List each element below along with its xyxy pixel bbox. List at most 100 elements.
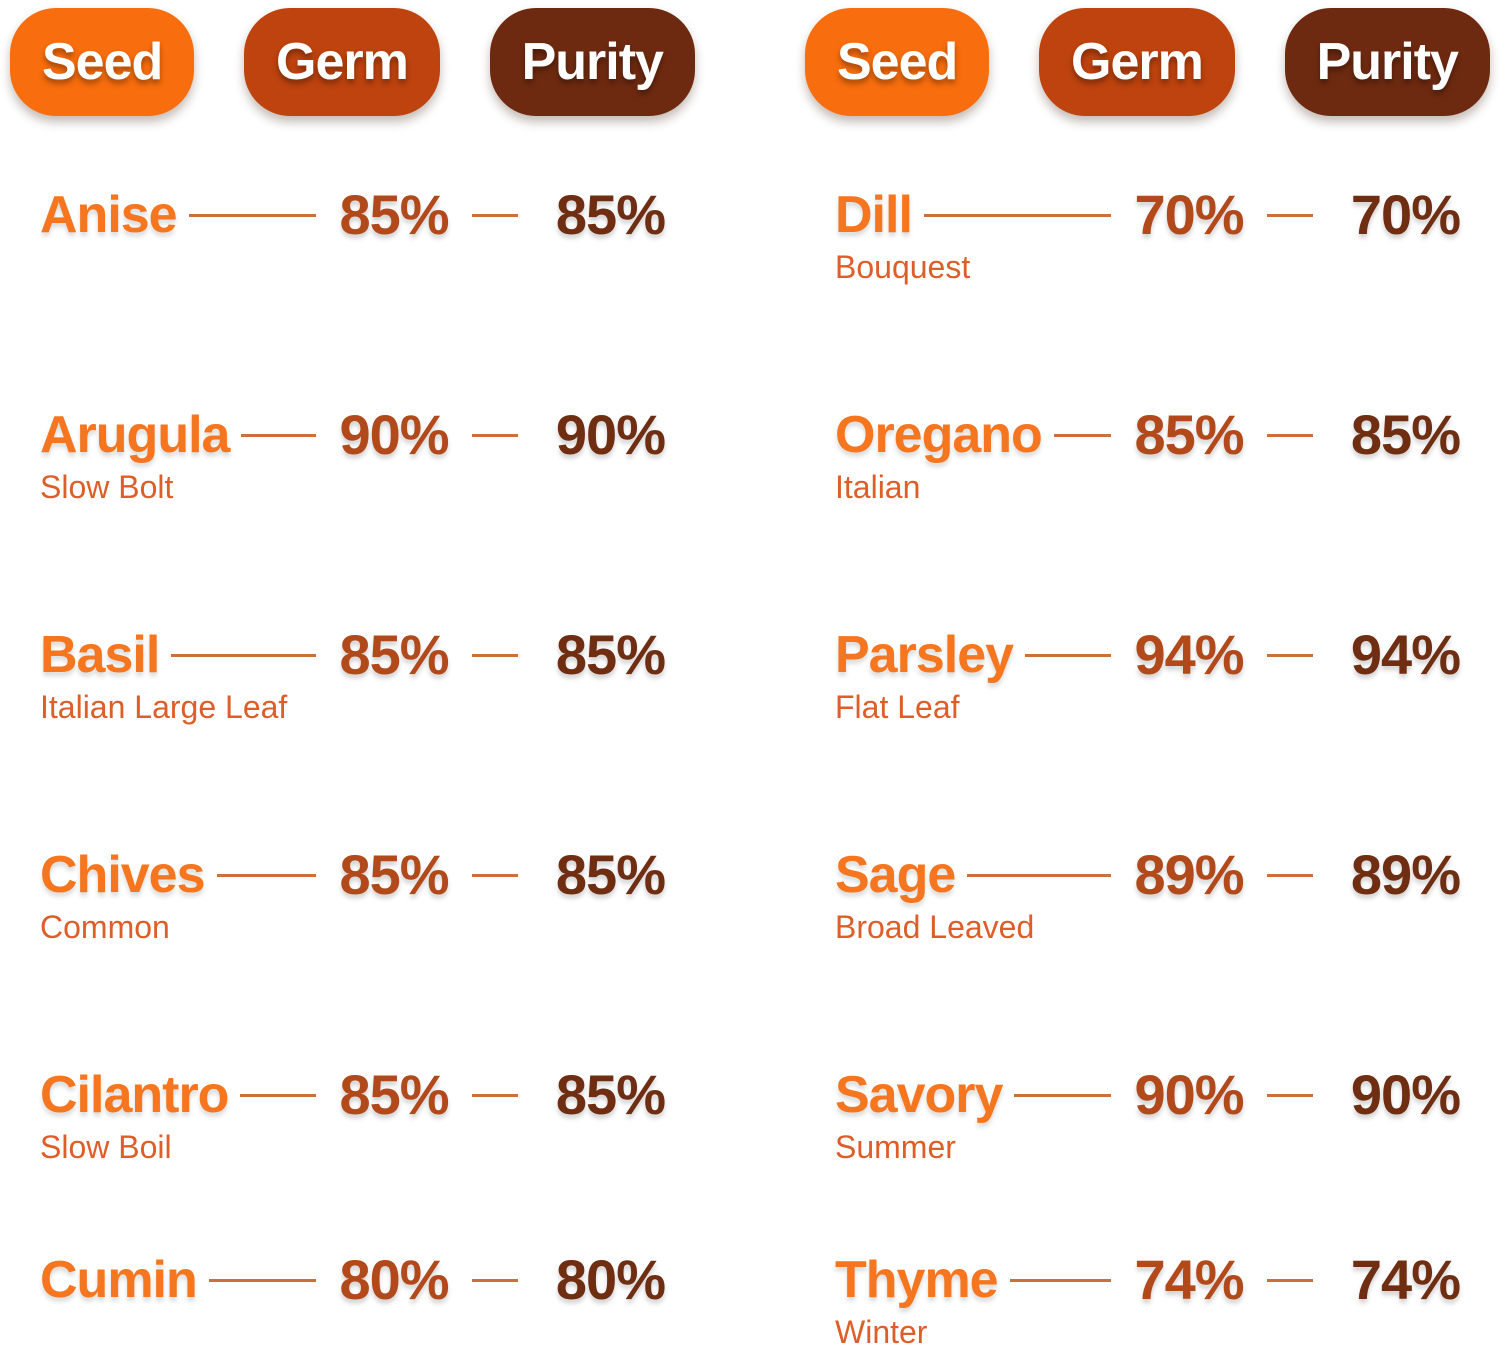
purity-header-pill: Purity — [1284, 8, 1490, 116]
table-row: Thyme Winter 74% 74% — [835, 1248, 1461, 1349]
germ-value: 70% — [1134, 183, 1244, 246]
seed-name-cell: Parsley Flat Leaf — [835, 623, 1123, 724]
seed-header-pill: Seed — [805, 8, 990, 116]
table-row: Cilantro Slow Boil 85% 85% — [40, 1063, 666, 1164]
seed-header-label: Seed — [42, 33, 163, 91]
seed-name-cell: Dill Bouquest — [835, 183, 1123, 284]
table-row: Sage Broad Leaved 89% 89% — [835, 843, 1461, 944]
germ-value: 94% — [1134, 623, 1244, 686]
germ-value: 85% — [339, 1063, 449, 1126]
germ-header-pill: Germ — [244, 8, 440, 116]
seed-name-block: Anise — [40, 183, 178, 247]
seed-variety: Broad Leaved — [835, 909, 1035, 945]
seed-name: Basil — [40, 626, 160, 684]
seed-name: Cilantro — [40, 1066, 229, 1124]
seed-name-block: Oregano Italian — [835, 403, 1043, 504]
purity-header-label: Purity — [1316, 33, 1459, 91]
seed-table-left-column: Seed Germ Purity Anise 85% 85 — [10, 8, 695, 1351]
purity-value: 85% — [555, 623, 666, 686]
seed-name-block: Cilantro Slow Boil — [40, 1063, 229, 1164]
seed-name-cell: Savory Summer — [835, 1063, 1123, 1164]
seed-variety: Bouquest — [835, 249, 971, 285]
connector-line — [472, 653, 518, 657]
purity-value: 85% — [555, 843, 666, 906]
seed-table-right-column: Seed Germ Purity Dill Bouquest 70% — [805, 8, 1490, 1351]
seed-name: Oregano — [835, 406, 1043, 464]
purity-value: 85% — [555, 183, 666, 246]
germ-value: 85% — [339, 183, 449, 246]
connector-line — [188, 213, 316, 217]
purity-value: 89% — [1350, 843, 1461, 906]
germ-header-pill: Germ — [1039, 8, 1235, 116]
purity-header-pill: Purity — [489, 8, 695, 116]
purity-value: 80% — [555, 1248, 666, 1311]
connector-line — [1014, 1093, 1111, 1097]
table-row: Chives Common 85% 85% — [40, 843, 666, 944]
seed-name-block: Basil Italian Large Leaf — [40, 623, 287, 724]
germ-value: 90% — [1134, 1063, 1244, 1126]
seed-name-cell: Anise — [40, 183, 328, 247]
seed-name: Sage — [835, 846, 956, 904]
germ-value: 89% — [1134, 843, 1244, 906]
purity-value: 70% — [1350, 183, 1461, 246]
seed-header-label: Seed — [837, 33, 958, 91]
connector-line — [216, 873, 316, 877]
seed-variety: Slow Bolt — [40, 469, 174, 505]
table-row: Anise 85% 85% — [40, 183, 666, 247]
seed-name-cell: Sage Broad Leaved — [835, 843, 1123, 944]
seed-variety: Slow Boil — [40, 1129, 172, 1165]
table-row: Parsley Flat Leaf 94% 94% — [835, 623, 1461, 724]
connector-line — [472, 213, 518, 217]
seed-name-block: Cumin — [40, 1248, 198, 1312]
seed-variety: Summer — [835, 1129, 956, 1165]
connector-line — [1267, 653, 1313, 657]
seed-name: Savory — [835, 1066, 1003, 1124]
seed-name-cell: Cumin — [40, 1248, 328, 1312]
purity-value: 94% — [1350, 623, 1461, 686]
seed-name-cell: Oregano Italian — [835, 403, 1123, 504]
purity-value: 90% — [555, 403, 666, 466]
germ-header-label: Germ — [276, 33, 409, 91]
connector-line — [171, 653, 316, 657]
seed-name: Parsley — [835, 626, 1014, 684]
germ-value: 85% — [1134, 403, 1244, 466]
germ-value: 85% — [339, 623, 449, 686]
connector-line — [1009, 1278, 1111, 1282]
seed-name-cell: Cilantro Slow Boil — [40, 1063, 328, 1164]
seed-name-block: Thyme Winter — [835, 1248, 999, 1349]
purity-value: 90% — [1350, 1063, 1461, 1126]
connector-line — [241, 433, 316, 437]
connector-line — [1267, 1278, 1313, 1282]
connector-line — [1267, 1093, 1313, 1097]
purity-value: 74% — [1350, 1248, 1461, 1311]
left-header: Seed Germ Purity — [10, 8, 695, 116]
germ-value: 80% — [339, 1248, 449, 1311]
connector-line — [1267, 433, 1313, 437]
seed-variety: Flat Leaf — [835, 689, 960, 725]
connector-line — [1267, 873, 1313, 877]
table-row: Oregano Italian 85% 85% — [835, 403, 1461, 504]
connector-line — [240, 1093, 316, 1097]
germ-header-label: Germ — [1071, 33, 1204, 91]
seed-variety: Italian Large Leaf — [40, 689, 288, 725]
right-header: Seed Germ Purity — [805, 8, 1490, 116]
seed-name: Dill — [835, 186, 913, 244]
seed-name-block: Parsley Flat Leaf — [835, 623, 1014, 724]
connector-line — [1025, 653, 1111, 657]
seed-name: Arugula — [40, 406, 230, 464]
seed-name-block: Sage Broad Leaved — [835, 843, 1034, 944]
seed-name-cell: Chives Common — [40, 843, 328, 944]
right-rows: Dill Bouquest 70% 70% Oregano Italian — [835, 183, 1461, 1349]
connector-line — [208, 1278, 316, 1282]
seed-header-pill: Seed — [10, 8, 195, 116]
table-row: Basil Italian Large Leaf 85% 85% — [40, 623, 666, 724]
table-row: Cumin 80% 80% — [40, 1248, 666, 1312]
left-rows: Anise 85% 85% Arugula Slow Bolt 9 — [40, 183, 666, 1312]
seed-name: Anise — [40, 186, 178, 244]
table-row: Arugula Slow Bolt 90% 90% — [40, 403, 666, 504]
seed-name-block: Dill Bouquest — [835, 183, 970, 284]
seed-name-block: Arugula Slow Bolt — [40, 403, 230, 504]
connector-line — [923, 213, 1111, 217]
seed-name-block: Savory Summer — [835, 1063, 1003, 1164]
